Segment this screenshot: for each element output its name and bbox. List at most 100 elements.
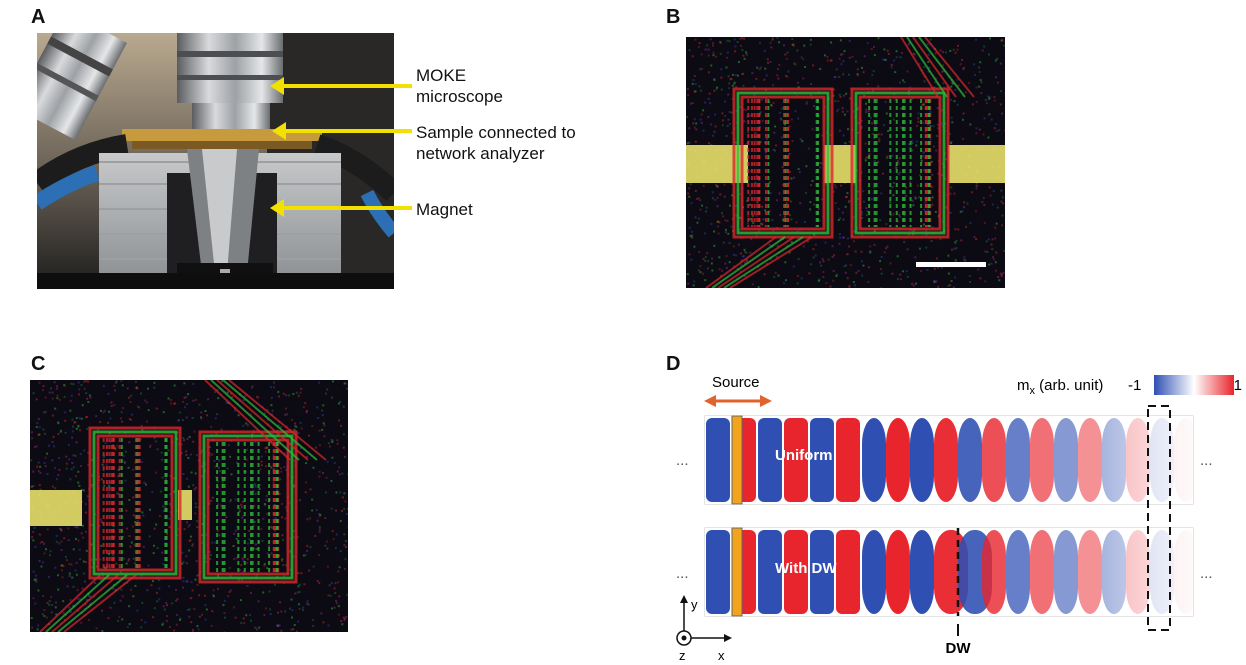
spin-wave-stripe xyxy=(836,530,860,614)
texture xyxy=(299,447,302,450)
texture xyxy=(166,615,169,618)
texture xyxy=(998,279,1001,282)
texture xyxy=(103,484,106,487)
texture xyxy=(990,243,993,246)
texture xyxy=(70,468,73,471)
texture xyxy=(949,142,952,145)
texture xyxy=(245,614,248,617)
texture xyxy=(130,588,133,591)
texture xyxy=(322,404,325,407)
texture xyxy=(63,537,66,540)
texture xyxy=(964,91,967,94)
texture xyxy=(877,133,880,136)
texture xyxy=(230,392,233,395)
texture xyxy=(176,598,179,601)
texture xyxy=(54,601,57,604)
texture xyxy=(833,88,836,91)
texture xyxy=(724,219,727,222)
texture xyxy=(87,463,90,466)
texture xyxy=(985,102,988,105)
texture xyxy=(699,271,702,274)
device-outline xyxy=(732,87,834,239)
texture xyxy=(961,138,964,141)
texture xyxy=(718,256,721,259)
texture xyxy=(44,465,47,468)
texture xyxy=(161,622,164,625)
texture xyxy=(278,492,281,495)
texture xyxy=(329,594,332,597)
texture xyxy=(881,172,884,175)
texture xyxy=(914,197,917,200)
texture xyxy=(242,399,245,402)
texture xyxy=(915,144,918,147)
texture xyxy=(51,391,54,394)
texture xyxy=(831,245,834,248)
texture xyxy=(347,435,348,438)
texture xyxy=(763,78,766,81)
texture xyxy=(721,112,724,115)
texture xyxy=(211,610,214,613)
texture xyxy=(759,111,762,114)
texture xyxy=(784,214,787,217)
texture xyxy=(81,587,84,590)
texture xyxy=(250,619,253,622)
texture xyxy=(880,133,883,136)
texture xyxy=(760,222,763,225)
texture xyxy=(999,90,1002,93)
texture xyxy=(899,273,902,276)
texture xyxy=(129,545,132,548)
texture xyxy=(692,122,695,125)
texture xyxy=(341,623,344,626)
texture xyxy=(347,472,348,475)
texture xyxy=(345,513,348,516)
texture xyxy=(82,536,85,539)
texture xyxy=(339,400,342,403)
texture xyxy=(171,602,174,605)
texture xyxy=(48,603,51,606)
texture xyxy=(734,141,737,144)
texture xyxy=(211,453,214,456)
texture xyxy=(238,510,241,513)
texture xyxy=(51,459,54,462)
texture xyxy=(706,252,709,255)
texture xyxy=(771,218,774,221)
texture xyxy=(101,463,104,466)
texture xyxy=(195,574,198,577)
device-outline xyxy=(88,426,182,580)
texture xyxy=(994,237,997,240)
texture xyxy=(820,264,823,267)
texture xyxy=(250,386,253,389)
texture xyxy=(190,453,193,456)
texture xyxy=(91,474,94,477)
texture xyxy=(94,581,97,584)
texture xyxy=(834,186,837,189)
texture xyxy=(258,626,261,629)
texture xyxy=(880,287,883,288)
texture xyxy=(293,442,296,445)
texture xyxy=(839,39,842,42)
texture xyxy=(846,277,849,280)
texture xyxy=(50,387,53,390)
texture xyxy=(955,247,958,250)
texture xyxy=(185,403,188,406)
texture xyxy=(343,533,346,536)
texture xyxy=(285,564,288,567)
texture xyxy=(136,387,139,390)
texture xyxy=(710,143,713,146)
texture xyxy=(60,528,63,531)
texture xyxy=(342,405,345,408)
texture xyxy=(305,462,308,465)
spin-wave-stripe xyxy=(1006,530,1030,614)
texture xyxy=(54,566,57,569)
texture xyxy=(53,445,56,448)
texture xyxy=(307,434,310,437)
texture xyxy=(291,616,294,619)
spin-wave-stripe xyxy=(886,530,910,614)
texture xyxy=(991,248,994,251)
texture xyxy=(178,419,181,422)
texture xyxy=(960,239,963,242)
texture xyxy=(944,51,947,54)
lead-line xyxy=(900,37,939,98)
texture xyxy=(321,409,324,412)
spin-wave-stripe xyxy=(810,530,834,614)
